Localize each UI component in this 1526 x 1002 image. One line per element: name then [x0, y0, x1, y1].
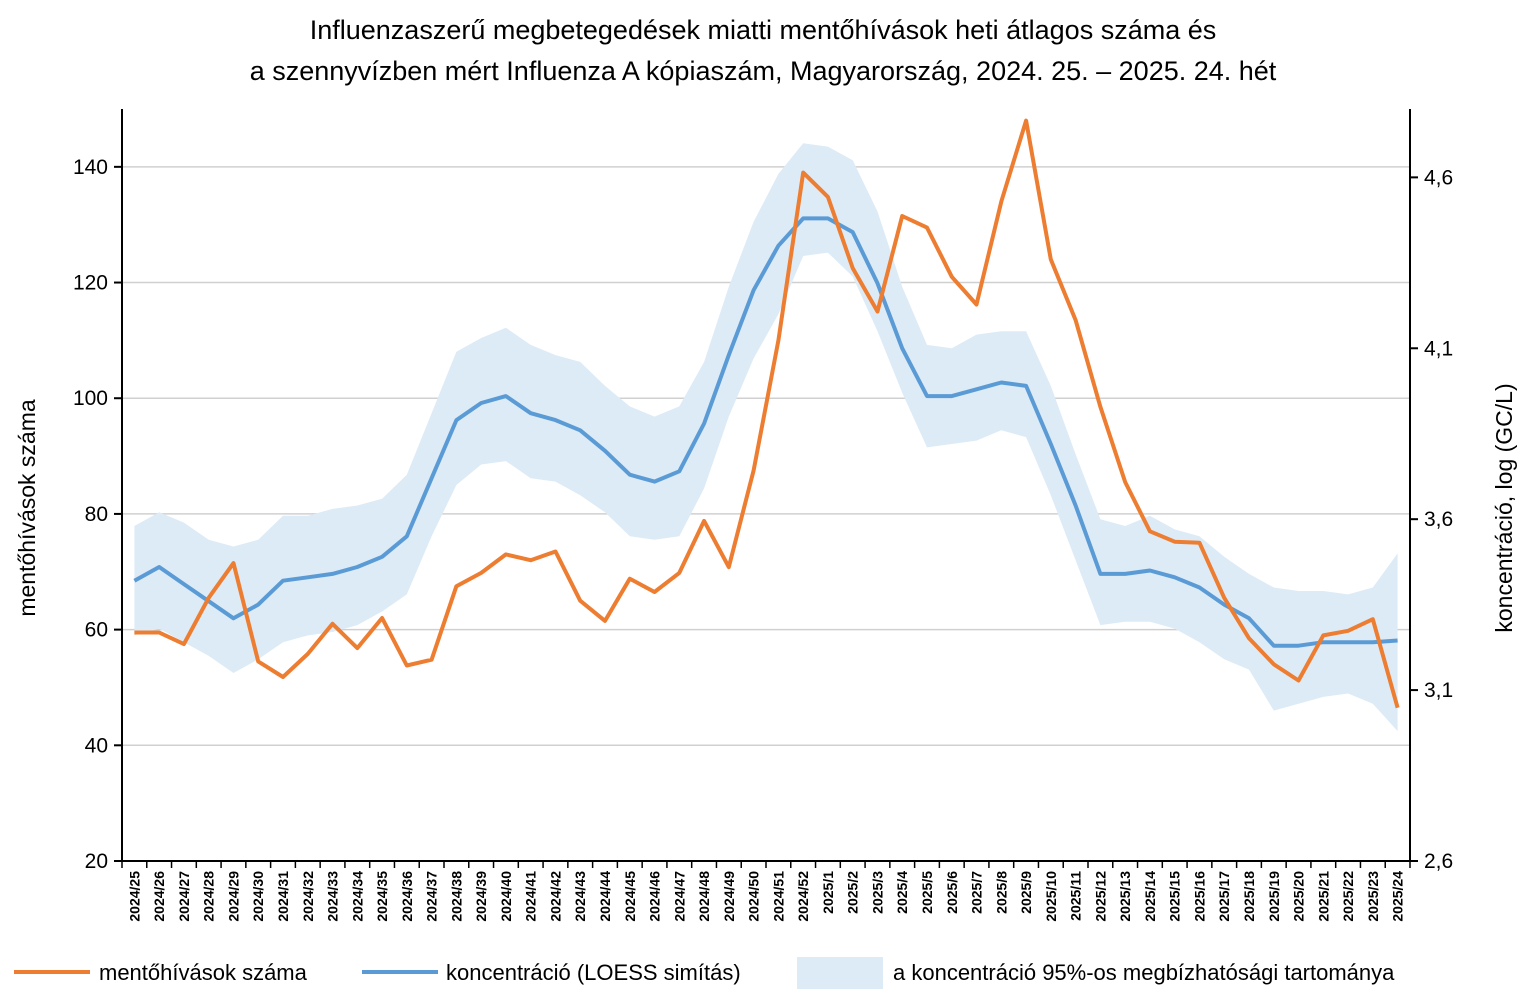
x-tick-label: 2025/22	[1340, 871, 1356, 922]
legend-label-calls: mentőhívások száma	[99, 960, 308, 985]
x-tick-label: 2025/7	[969, 871, 985, 914]
x-tick-label: 2024/42	[548, 871, 564, 922]
y-left-tick-label: 120	[73, 272, 108, 295]
x-tick-label: 2024/49	[721, 871, 737, 922]
x-tick-label: 2024/27	[176, 871, 192, 922]
x-tick-label: 2025/11	[1068, 871, 1084, 921]
x-tick-label: 2024/39	[473, 871, 489, 922]
x-tick-label: 2025/13	[1117, 871, 1133, 922]
x-tick-label: 2024/32	[300, 871, 316, 922]
legend-label-band: a koncentráció 95%-os megbízhatósági tar…	[893, 960, 1395, 985]
y-right-axis-title: koncentráció, log (GC/L)	[1491, 383, 1517, 632]
legend-swatch-band	[797, 957, 883, 989]
x-tick-label: 2024/28	[201, 871, 217, 922]
chart-title: Influenzaszerű megbetegedések miatti men…	[310, 15, 1217, 45]
x-tick-label: 2024/35	[374, 871, 390, 922]
series-line-calls	[134, 118, 1400, 709]
y-left-tick-label: 60	[85, 619, 108, 642]
x-tick-label: 2024/38	[448, 871, 464, 922]
x-tick-label: 2024/46	[647, 871, 663, 922]
x-tick-label: 2024/33	[325, 871, 341, 922]
y-right-tick-label: 4,6	[1424, 166, 1453, 189]
y-left-axis-title: mentőhívások száma	[14, 399, 40, 617]
y-left-tick-label: 140	[73, 156, 108, 179]
y-left-tick-label: 20	[85, 850, 108, 873]
x-tick-label: 2024/47	[671, 871, 687, 922]
series-line-concentration	[133, 216, 1398, 648]
y-right-tick-label: 3,1	[1424, 679, 1453, 702]
x-tick-label: 2025/19	[1266, 871, 1282, 922]
x-ticks: 2024/25 2024/26 2024/27 2024/28 2024/29 2024/…	[121, 861, 1411, 922]
y-left-ticks: 20 40 60 80 100 120 140	[73, 156, 122, 873]
x-tick-label: 2025/24	[1390, 871, 1406, 922]
y-right-tick-label: 3,6	[1424, 508, 1453, 531]
x-tick-label: 2025/1	[820, 871, 836, 914]
x-tick-label: 2025/6	[944, 871, 960, 914]
x-tick-label: 2025/18	[1241, 871, 1257, 922]
x-tick-label: 2024/41	[523, 871, 539, 922]
x-tick-label: 2025/3	[870, 871, 886, 914]
series-layer	[133, 118, 1400, 709]
x-tick-label: 2024/48	[696, 871, 712, 922]
x-tick-label: 2025/23	[1365, 871, 1381, 922]
x-tick-label: 2024/43	[572, 871, 588, 922]
x-tick-label: 2025/12	[1092, 871, 1108, 922]
x-tick-label: 2024/30	[250, 871, 266, 922]
x-tick-label: 2025/21	[1315, 871, 1331, 922]
legend: mentőhívások száma koncentráció (LOESS s…	[14, 957, 1395, 989]
x-tick-label: 2025/15	[1167, 871, 1183, 922]
x-tick-label: 2024/37	[424, 871, 440, 922]
x-tick-label: 2024/44	[597, 871, 613, 922]
y-right-ticks: 2,6 3,1 3,6 4,1 4,6	[1410, 166, 1453, 873]
x-tick-label: 2024/34	[349, 871, 365, 922]
x-tick-label: 2024/40	[498, 871, 514, 922]
x-tick-label: 2024/51	[770, 871, 786, 922]
x-tick-label: 2024/31	[275, 871, 291, 922]
legend-label-concentration: koncentráció (LOESS simítás)	[446, 960, 741, 985]
y-left-tick-label: 100	[73, 387, 108, 410]
x-tick-label: 2025/17	[1216, 871, 1232, 922]
x-tick-label: 2025/4	[894, 871, 910, 914]
x-tick-label: 2025/2	[845, 871, 861, 914]
y-left-tick-label: 40	[85, 734, 108, 757]
y-left-tick-label: 80	[85, 503, 108, 526]
confidence-band-layer	[134, 143, 1398, 732]
x-tick-label: 2025/10	[1043, 871, 1059, 922]
x-tick-label: 2025/5	[919, 871, 935, 914]
x-tick-label: 2024/50	[746, 871, 762, 922]
x-tick-label: 2025/9	[1018, 871, 1034, 914]
chart-subtitle: a szennyvízben mért Influenza A kópiaszá…	[250, 56, 1277, 86]
x-tick-label: 2024/36	[399, 871, 415, 922]
x-tick-label: 2025/14	[1142, 871, 1158, 922]
x-tick-label: 2025/20	[1291, 871, 1307, 922]
x-tick-label: 2024/45	[622, 871, 638, 922]
x-tick-label: 2024/26	[151, 871, 167, 922]
x-tick-label: 2025/8	[993, 871, 1009, 914]
y-right-tick-label: 4,1	[1424, 337, 1453, 360]
x-tick-label: 2024/52	[795, 871, 811, 922]
confidence-band	[134, 143, 1398, 732]
x-tick-label: 2024/25	[126, 871, 142, 922]
y-right-tick-label: 2,6	[1424, 850, 1453, 873]
x-tick-label: 2024/29	[226, 871, 242, 922]
x-tick-label: 2025/16	[1192, 871, 1208, 922]
